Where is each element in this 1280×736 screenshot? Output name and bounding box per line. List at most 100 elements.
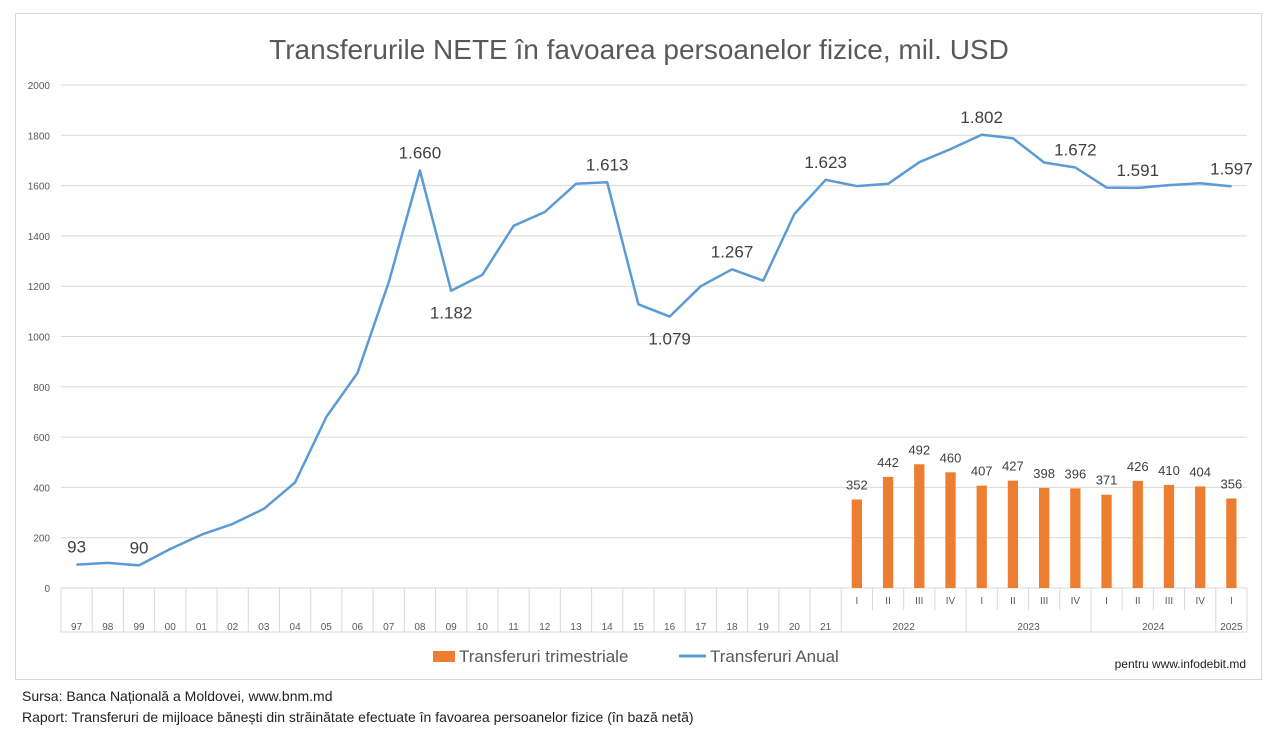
bar-data-label: 398 (1033, 466, 1055, 481)
line-point (669, 316, 671, 318)
line-point (513, 225, 515, 227)
x-tick-label: 07 (383, 622, 395, 633)
x-tick-label: II (885, 596, 891, 607)
line-data-label: 90 (130, 538, 149, 557)
x-tick-label: IV (1195, 596, 1205, 607)
x-tick-label: 97 (71, 622, 83, 633)
line-data-label: 1.613 (586, 155, 629, 174)
line-point (575, 183, 577, 185)
bar (914, 464, 925, 588)
y-tick-label: 1800 (28, 131, 51, 142)
bar-data-label: 427 (1002, 459, 1024, 474)
bar-data-label: 352 (846, 477, 868, 492)
bar-data-label: 492 (908, 442, 930, 457)
line-point (419, 170, 421, 172)
line-data-label: 1.623 (804, 153, 847, 172)
x-tick-label: 13 (570, 622, 582, 633)
line-point (1043, 161, 1045, 163)
x-tick-label: 14 (602, 622, 614, 633)
x-tick-label: 17 (695, 622, 707, 633)
line-point (544, 211, 546, 213)
x-tick-label: I (855, 596, 858, 607)
x-tick-label: 09 (446, 622, 458, 633)
legend-label-bar: Transferuri trimestriale (459, 647, 628, 666)
bar-data-label: 396 (1064, 466, 1086, 481)
line-point (450, 290, 452, 292)
legend-swatch-bar (433, 651, 455, 662)
x-tick-label: 16 (664, 622, 676, 633)
bar-data-label: 407 (971, 464, 993, 479)
line-point (232, 523, 234, 525)
x-tick-label: 06 (352, 622, 364, 633)
bar (1195, 486, 1206, 588)
line-point (294, 481, 296, 483)
x-tick-label: III (1165, 596, 1173, 607)
y-tick-label: 200 (33, 534, 50, 545)
y-tick-label: 1400 (28, 232, 51, 243)
bar-data-label: 442 (877, 455, 899, 470)
x-group-label: 2024 (1142, 622, 1165, 633)
line-point (887, 183, 889, 185)
line-point (1106, 187, 1108, 189)
x-tick-label: 19 (758, 622, 770, 633)
x-tick-label: 01 (196, 622, 208, 633)
line-point (856, 185, 858, 187)
chart-title: Transferurile NETE în favoarea persoanel… (269, 34, 1009, 65)
x-tick-label: 12 (539, 622, 551, 633)
x-tick-label: I (1230, 596, 1233, 607)
x-tick-label: 03 (258, 622, 270, 633)
line-data-label: 1.591 (1116, 161, 1159, 180)
x-tick-label: 10 (477, 622, 489, 633)
line-data-label: 1.267 (711, 242, 754, 261)
legend: Transferuri trimestriale Transferuri Anu… (433, 647, 839, 666)
line-point (200, 534, 202, 536)
x-tick-label: II (1010, 596, 1016, 607)
line-point (1199, 182, 1201, 184)
line-data-label: 1.660 (399, 144, 442, 163)
x-group-label: 2025 (1220, 622, 1243, 633)
bar-data-label: 410 (1158, 463, 1180, 478)
line-point (1137, 187, 1139, 189)
bar (882, 476, 894, 588)
x-tick-label: III (915, 596, 923, 607)
gridlines (61, 84, 1247, 589)
chart-frame: Transferurile NETE în favoarea persoanel… (15, 13, 1262, 680)
bar (976, 485, 987, 588)
line-point (388, 281, 390, 283)
x-group-label: 2022 (893, 622, 916, 633)
line-data-label: 1.079 (648, 330, 691, 349)
bar (1132, 480, 1143, 588)
bar (1163, 484, 1175, 588)
line-data-label: 1.182 (430, 304, 473, 323)
x-tick-label: 15 (633, 622, 645, 633)
x-tick-label: 05 (321, 622, 333, 633)
report-note: Raport: Transferuri de mijloace bănești … (22, 709, 694, 725)
x-group-label: 2023 (1017, 622, 1040, 633)
legend-label-line: Transferuri Anual (710, 647, 839, 666)
line-point (950, 148, 951, 150)
data-labels: 352 442 492 460 407 427 398 396 371 426 410 404 356 9… (67, 108, 1253, 558)
line-point (731, 268, 733, 270)
chart: Transferurile NETE în favoarea persoanel… (28, 34, 1253, 671)
x-tick-label: IV (1071, 596, 1081, 607)
line-point (1012, 137, 1014, 139)
line-point (138, 564, 140, 566)
bar-data-label: 371 (1096, 473, 1118, 488)
line-point (981, 134, 983, 136)
line-point (762, 280, 764, 282)
line-point (263, 508, 265, 510)
x-tick-label: 21 (820, 622, 832, 633)
x-tick-label: 02 (227, 622, 239, 633)
bar (1226, 498, 1237, 588)
line-point (637, 303, 639, 305)
bar (851, 499, 863, 588)
line-data-label: 1.802 (960, 108, 1003, 127)
bar-data-label: 426 (1127, 459, 1149, 474)
line-point (606, 181, 608, 183)
line-point (169, 548, 171, 550)
y-tick-label: 1200 (28, 282, 51, 293)
line-series (76, 133, 1232, 567)
y-tick-label: 0 (44, 584, 50, 595)
y-tick-label: 800 (33, 383, 50, 394)
line-point (481, 274, 483, 276)
